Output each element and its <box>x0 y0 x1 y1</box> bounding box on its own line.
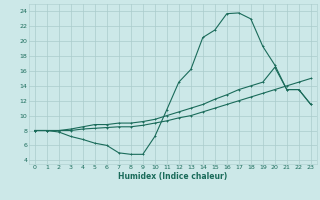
X-axis label: Humidex (Indice chaleur): Humidex (Indice chaleur) <box>118 172 228 181</box>
